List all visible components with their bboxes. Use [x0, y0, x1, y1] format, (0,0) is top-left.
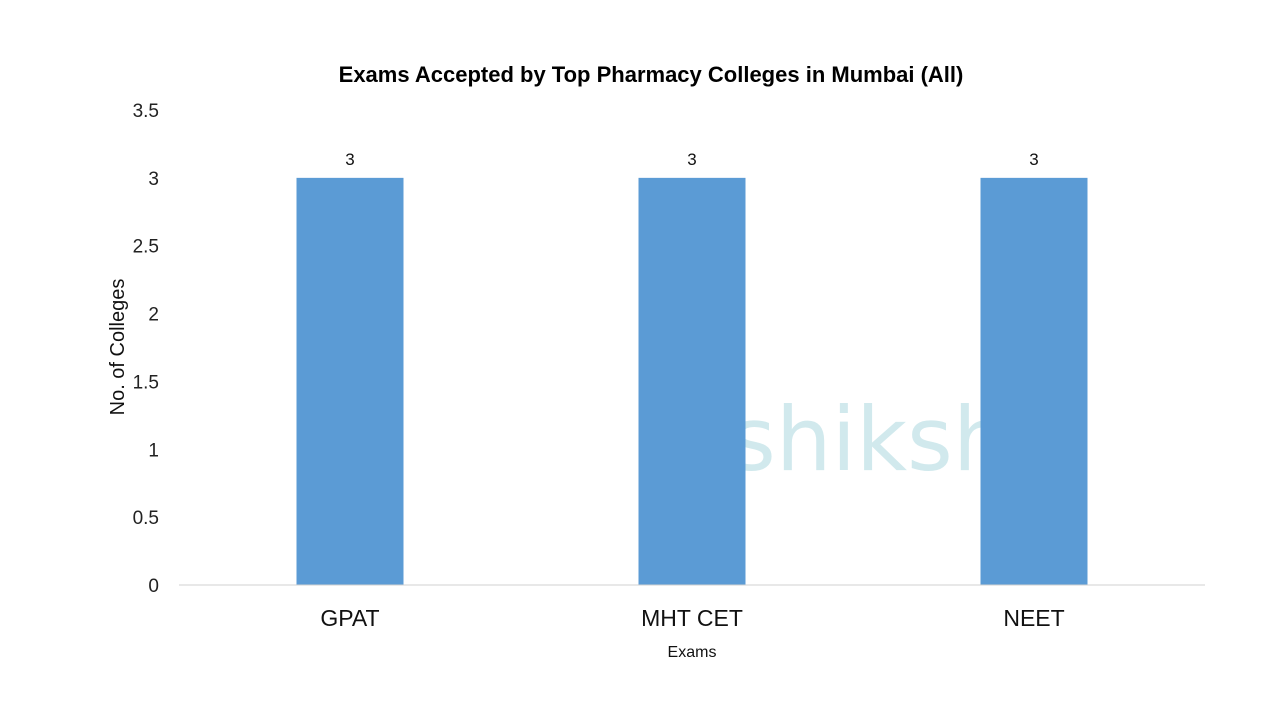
y-tick-label: 0 — [148, 576, 159, 597]
x-tick-label: MHT CET — [641, 605, 743, 631]
data-label: 3 — [345, 150, 354, 169]
bar-mht-cet — [638, 177, 746, 585]
x-axis-label: Exams — [668, 644, 717, 661]
y-axis-label: No. of Colleges — [107, 279, 129, 416]
y-tick-label: 1.5 — [133, 372, 159, 393]
y-tick-label: 3.5 — [133, 101, 159, 122]
y-axis-ticks: 0 0.5 1 1.5 2 2.5 3 3.5 — [133, 101, 159, 597]
y-tick-label: 1 — [148, 440, 159, 461]
data-labels: 3 3 3 — [345, 150, 1038, 169]
y-tick-label: 0.5 — [133, 508, 159, 529]
x-tick-label: NEET — [1003, 605, 1064, 631]
x-axis-ticks: GPAT MHT CET NEET — [320, 605, 1064, 631]
x-tick-label: GPAT — [320, 605, 379, 631]
y-tick-label: 2.5 — [133, 237, 159, 258]
chart-title: Exams Accepted by Top Pharmacy Colleges … — [339, 62, 964, 87]
bar-gpat — [296, 177, 404, 585]
bars — [296, 177, 1088, 585]
y-tick-label: 3 — [148, 169, 159, 190]
bar-neet — [980, 177, 1088, 585]
y-tick-label: 2 — [148, 305, 159, 326]
data-label: 3 — [687, 150, 696, 169]
data-label: 3 — [1029, 150, 1038, 169]
